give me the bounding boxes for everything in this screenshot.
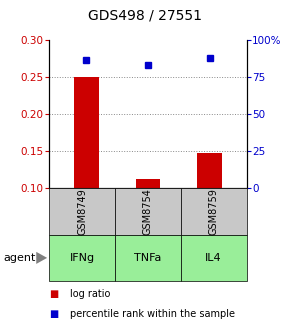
Text: IFNg: IFNg [70, 253, 95, 263]
Text: TNFa: TNFa [134, 253, 162, 263]
Text: ■: ■ [49, 289, 59, 299]
Text: ■: ■ [49, 309, 59, 319]
Text: IL4: IL4 [205, 253, 222, 263]
Text: GSM8754: GSM8754 [143, 188, 153, 235]
Bar [197, 153, 222, 188]
Text: log ratio: log ratio [70, 289, 110, 299]
Text: agent: agent [3, 253, 35, 263]
Text: GSM8759: GSM8759 [209, 188, 219, 235]
Bar [135, 179, 160, 188]
Bar [74, 77, 99, 188]
Text: GSM8749: GSM8749 [77, 188, 87, 235]
Text: GDS498 / 27551: GDS498 / 27551 [88, 8, 202, 22]
Text: percentile rank within the sample: percentile rank within the sample [70, 309, 235, 319]
